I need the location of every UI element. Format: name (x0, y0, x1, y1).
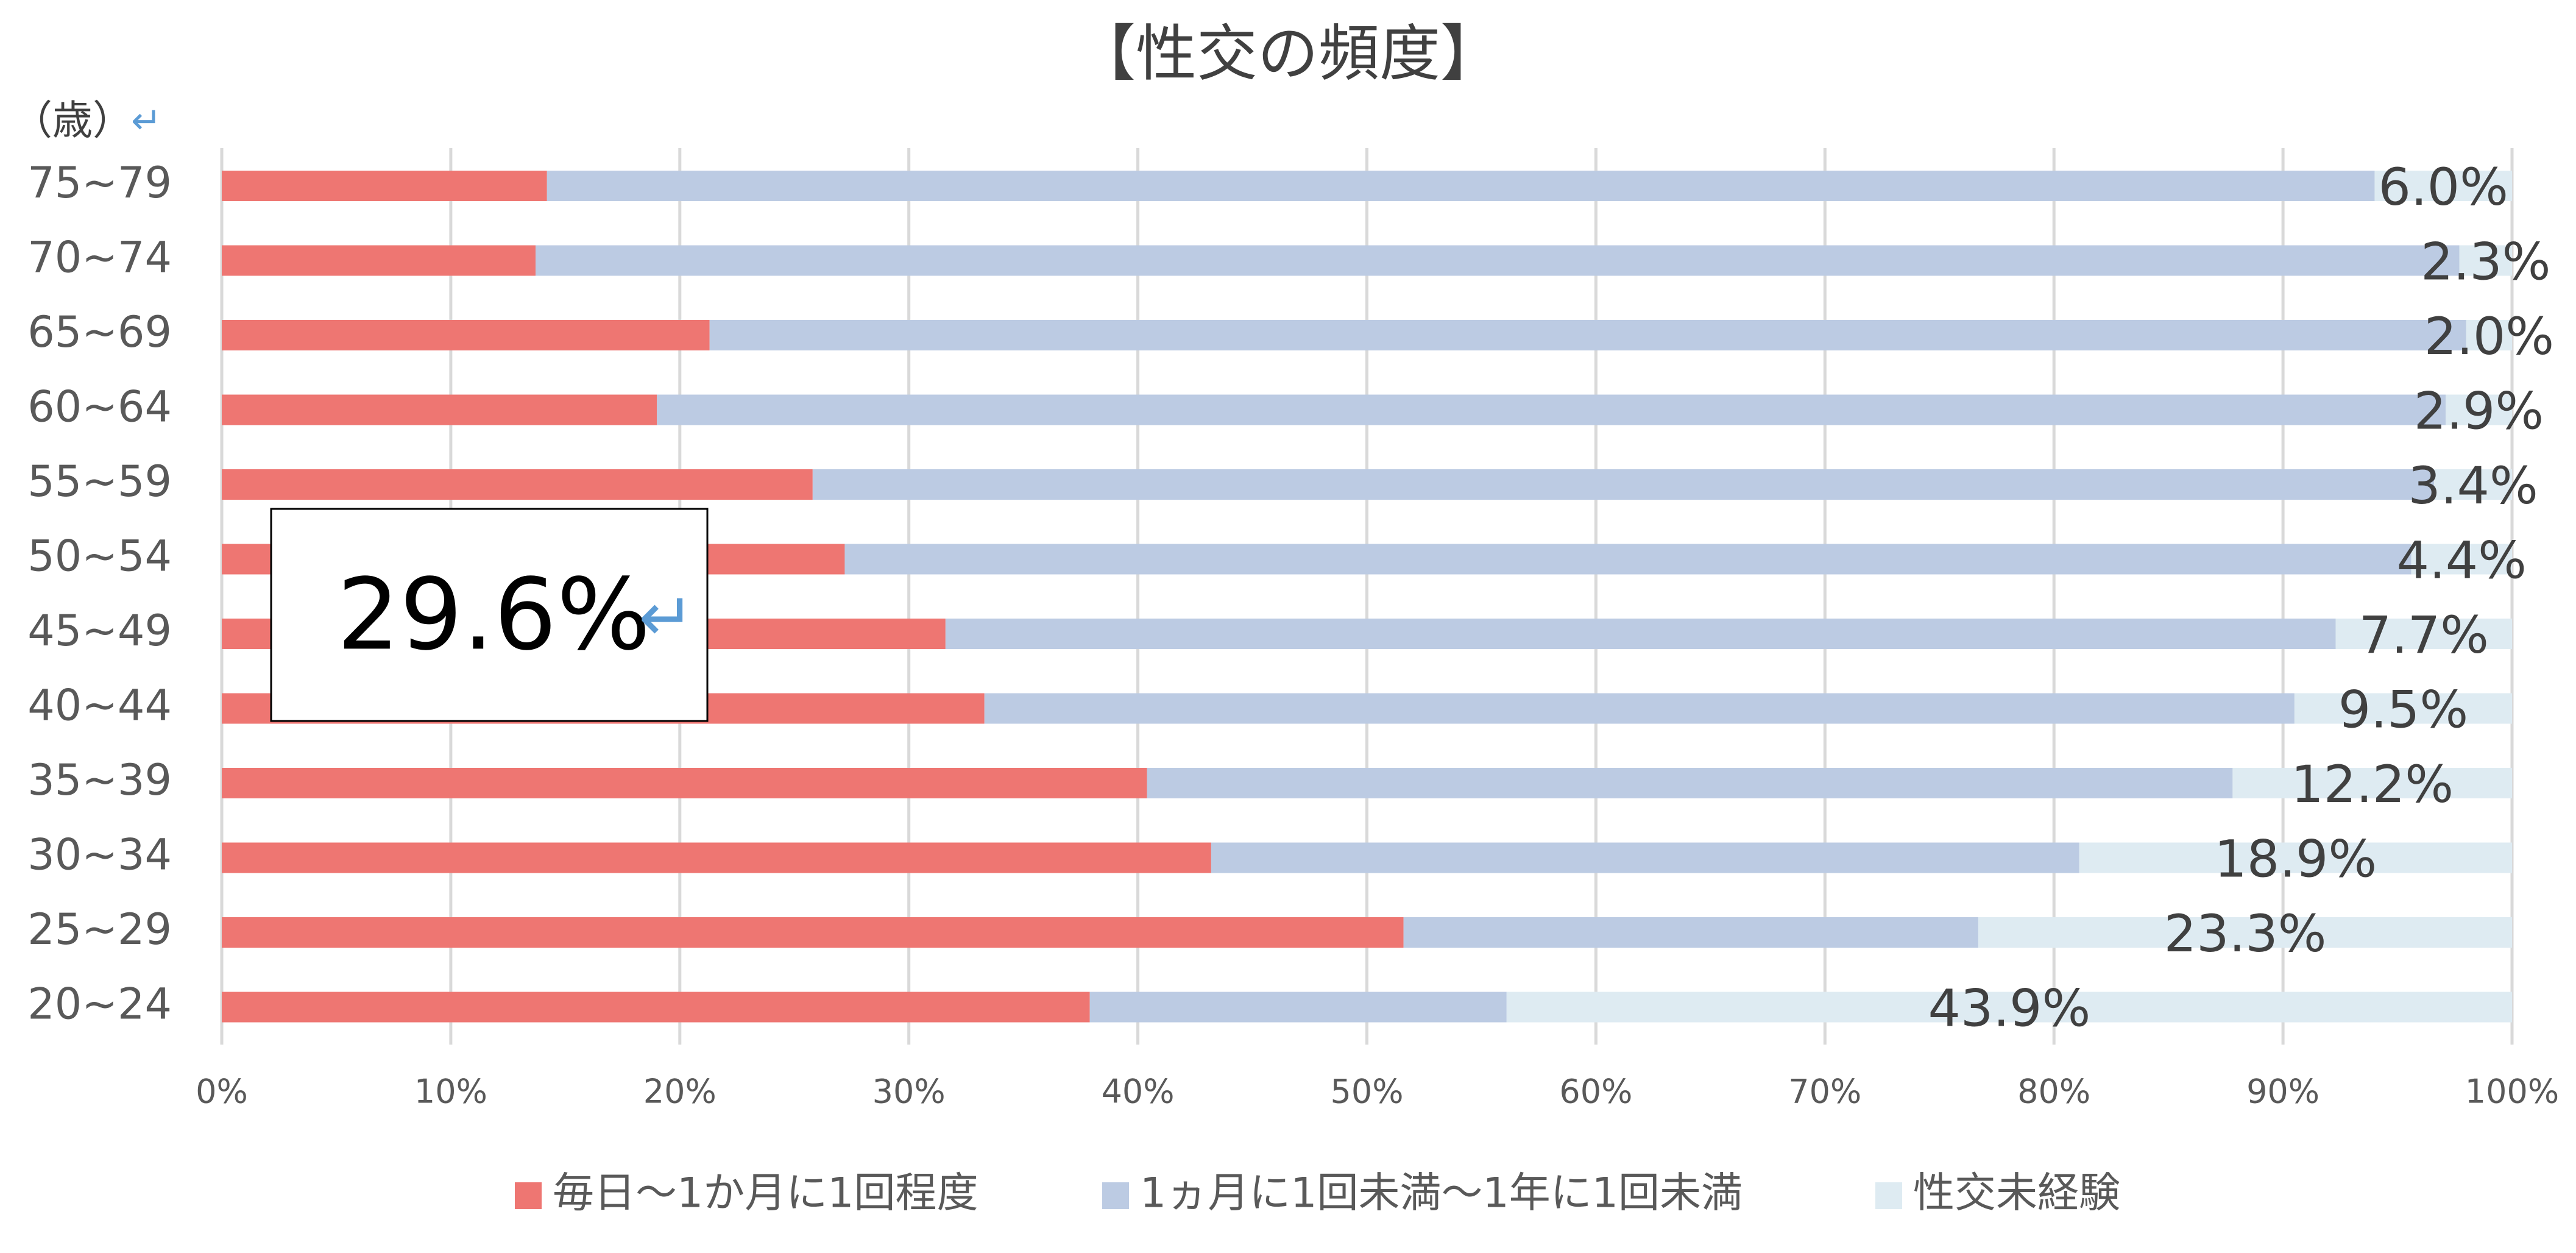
legend-swatch (515, 1182, 542, 1209)
bar-segment (2459, 245, 2512, 276)
bar-segment (844, 544, 2411, 575)
bar-segment (535, 245, 2460, 276)
bar-segment (812, 469, 2435, 500)
callout-box (270, 508, 709, 722)
annotation: 29.6% (337, 558, 651, 672)
value-label: 12.2% (2291, 754, 2454, 814)
x-tick-label: 10% (414, 1073, 487, 1111)
value-label: 18.9% (2214, 829, 2377, 889)
legend-label: 毎日～1か月に1回程度 (553, 1170, 978, 1218)
bar-segment (222, 320, 710, 350)
x-tick-label: 100% (2465, 1073, 2559, 1111)
x-tick-label: 90% (2246, 1073, 2319, 1111)
x-tick-label: 40% (1102, 1073, 1175, 1111)
y-tick-label: 35~39 (27, 755, 172, 805)
bar-segment (2374, 171, 2512, 201)
value-label: 2.9% (2414, 381, 2544, 441)
x-tick-label: 20% (643, 1073, 717, 1111)
value-label: 7.7% (2359, 605, 2489, 665)
value-label: 9.5% (2338, 680, 2468, 739)
y-tick-label: 70~74 (27, 233, 172, 283)
bar-segment (945, 619, 2336, 649)
x-tick-label: 60% (1559, 1073, 1632, 1111)
bar-segment (709, 320, 2466, 350)
y-tick-label: 65~69 (27, 307, 172, 357)
bar-segment (2466, 320, 2512, 350)
value-label: 4.4% (2397, 530, 2527, 590)
bar-segment (1089, 992, 1507, 1023)
legend-label: 1ヵ月に1回未満～1年に1回未満 (1140, 1170, 1743, 1218)
x-tick-label: 80% (2017, 1073, 2090, 1111)
bar-segment (1978, 917, 2512, 948)
x-tick-label: 50% (1330, 1073, 1403, 1111)
chart-title: 【性交の頻度】 (1075, 18, 1501, 89)
y-tick-label: 45~49 (27, 606, 172, 656)
y-tick-label: 55~59 (27, 456, 172, 506)
bar-segment (2434, 469, 2512, 500)
bar-segment (222, 469, 813, 500)
bar-segment (2079, 842, 2512, 873)
value-label: 43.9% (1928, 978, 2090, 1038)
y-tick-label: 30~34 (27, 830, 172, 880)
bar-segment (657, 394, 2446, 425)
y-axis-label: （歳） (12, 97, 133, 144)
bar-segment (222, 917, 1404, 948)
bar-segment (2445, 394, 2512, 425)
bar-segment (2335, 619, 2512, 649)
bar-segment (222, 768, 1147, 798)
value-label: 6.0% (2379, 157, 2508, 217)
bar-segment (222, 394, 657, 425)
bar-segment (1211, 842, 2079, 873)
y-tick-label: 20~24 (27, 979, 172, 1029)
legend-label: 性交未経験 (1913, 1170, 2120, 1218)
value-label: 3.4% (2408, 456, 2538, 516)
y-tick-label: 40~44 (27, 681, 172, 731)
bar-segment (2232, 768, 2512, 798)
bar-segment (1506, 992, 2512, 1023)
bar-segment (2294, 693, 2512, 724)
value-label: 2.0% (2424, 307, 2554, 366)
value-label: 2.3% (2421, 232, 2550, 291)
bar-segment (1403, 917, 1979, 948)
value-label: 23.3% (2164, 904, 2327, 964)
bar-segment (222, 171, 547, 201)
y-tick-label: 50~54 (27, 531, 172, 581)
bar-segment (547, 171, 2375, 201)
x-tick-label: 30% (872, 1073, 946, 1111)
x-tick-label: 70% (1788, 1073, 1861, 1111)
y-tick-label: 75~79 (27, 158, 172, 208)
bar-segment (984, 693, 2295, 724)
bar-segment (2411, 544, 2512, 575)
bar-segment (222, 245, 536, 276)
bar-segment (222, 992, 1090, 1023)
return-mark: ↵ (131, 100, 161, 143)
bar-segment (222, 842, 1211, 873)
legend-swatch (1102, 1182, 1129, 1209)
bar-segment (1147, 768, 2233, 798)
y-tick-label: 60~64 (27, 382, 172, 432)
legend-swatch (1875, 1182, 1902, 1209)
x-tick-label: 0% (196, 1073, 248, 1111)
y-tick-label: 25~29 (27, 904, 172, 954)
return-mark: ↵ (639, 578, 695, 656)
